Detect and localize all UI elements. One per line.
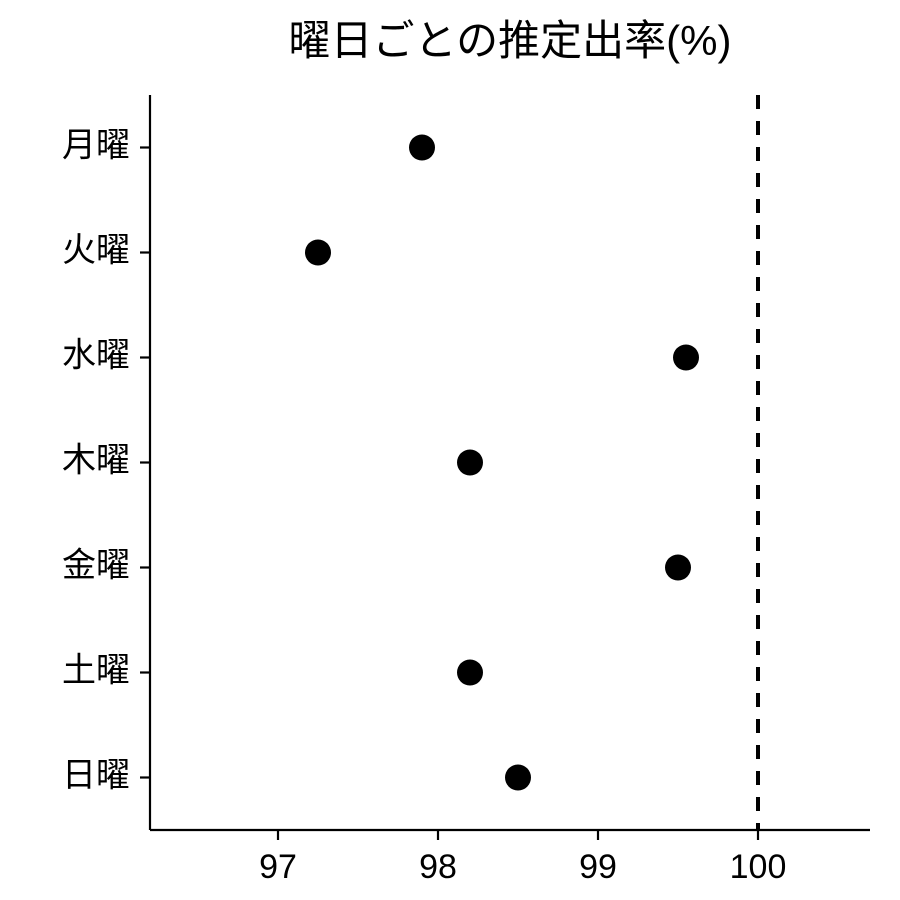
y-tick-label: 日曜: [62, 756, 130, 794]
y-tick-label: 土曜: [62, 651, 130, 689]
data-point: [457, 660, 483, 686]
data-point: [305, 240, 331, 266]
data-point: [457, 450, 483, 476]
data-point: [673, 345, 699, 371]
y-tick-label: 金曜: [62, 546, 130, 584]
attendance-dot-chart: 曜日ごとの推定出率(%) 97 98 99 100 月曜火曜水曜木曜金曜土曜日曜: [0, 0, 900, 900]
data-point: [409, 135, 435, 161]
y-tick-label: 月曜: [62, 126, 130, 164]
x-tick-label: 100: [730, 848, 787, 886]
y-tick-label: 火曜: [62, 231, 130, 269]
x-tick-label: 99: [579, 848, 617, 886]
data-point: [665, 555, 691, 581]
data-point: [505, 765, 531, 791]
y-tick-label: 水曜: [62, 336, 130, 374]
chart-title: 曜日ごとの推定出率(%): [289, 17, 732, 64]
x-tick-label: 97: [259, 848, 297, 886]
y-tick-label: 木曜: [62, 441, 130, 479]
chart-background: [0, 0, 900, 900]
x-tick-label: 98: [419, 848, 457, 886]
